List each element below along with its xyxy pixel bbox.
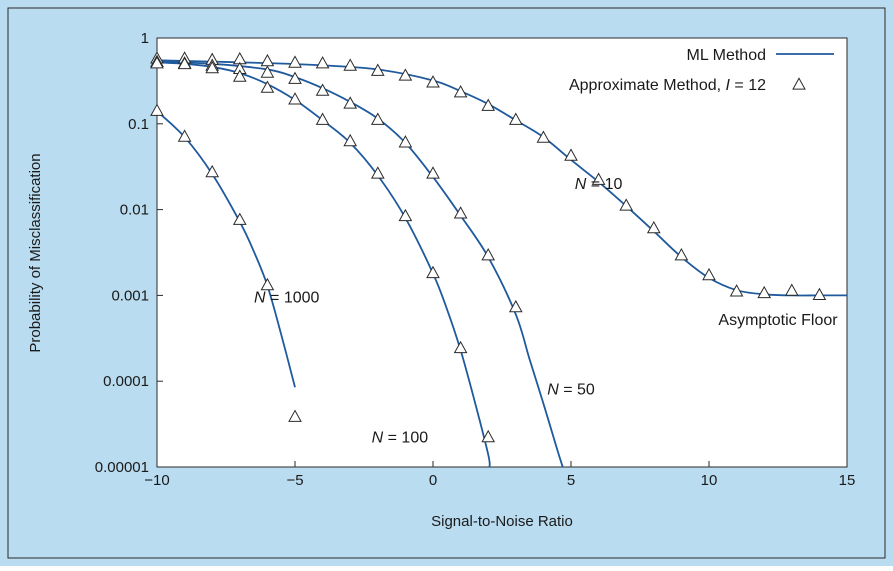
approx-marker	[453, 340, 468, 354]
approx-marker	[288, 92, 302, 105]
legend-triangle-swatch	[792, 77, 806, 90]
x-tick-label: 0	[429, 472, 437, 489]
approx-marker	[398, 68, 413, 81]
approx-marker	[232, 212, 247, 225]
approx-marker	[536, 130, 551, 143]
approx-marker	[619, 198, 634, 211]
approx-marker	[481, 248, 496, 261]
annotations: N = 10 N = 50 N = 100 N = 1000 Asymptotic Fl…	[254, 176, 838, 447]
approx-marker	[370, 166, 385, 179]
approx-marker	[370, 63, 385, 76]
curve-annotation: N = 1000	[254, 290, 319, 307]
curve-annotation: Asymptotic Floor	[718, 312, 838, 329]
legend-label-ml: ML Method	[687, 47, 766, 64]
legend: ML Method Approximate Method, I = 12	[569, 47, 834, 94]
approx-marker	[674, 248, 689, 261]
approx-marker	[205, 60, 220, 74]
ml-curve	[156, 61, 491, 468]
approx-marker	[343, 96, 358, 109]
x-tick-label: 10	[701, 472, 718, 489]
ml-curve	[156, 60, 564, 468]
plot-area	[156, 37, 848, 468]
approx-marker	[150, 103, 164, 116]
approx-marker	[508, 112, 523, 125]
y-axis-label: Probability of Misclassification	[27, 153, 44, 352]
approx-marker	[508, 299, 523, 313]
x-tick-label: 5	[567, 472, 575, 489]
y-tick-label: 0.0001	[103, 373, 149, 390]
approx-marker	[288, 55, 302, 68]
approx-marker	[398, 208, 413, 222]
approx-marker	[646, 220, 661, 234]
approx-marker	[260, 80, 275, 93]
approx-marker	[453, 206, 468, 219]
approx-marker	[453, 85, 468, 98]
approx-marker	[343, 58, 358, 71]
approx-marker	[177, 129, 192, 142]
y-tick-label: 1	[141, 30, 149, 47]
y-tick-label: 0.00001	[95, 459, 149, 476]
approx-marker	[426, 75, 440, 88]
approx-marker	[591, 172, 606, 185]
y-tick-label: 0.001	[111, 287, 149, 304]
approx-marker	[177, 56, 192, 70]
curve-annotation: N = 100	[372, 430, 429, 447]
x-axis-label: Signal-to-Noise Ratio	[431, 513, 573, 530]
approx-marker	[260, 277, 275, 291]
approx-marker	[205, 164, 220, 178]
chart-frame	[7, 7, 886, 559]
y-tick-label: 0.01	[120, 202, 149, 219]
approx-marker	[315, 83, 330, 96]
approx-marker	[481, 98, 496, 111]
x-tick-label: −5	[286, 472, 303, 489]
curve-annotation: N = 10	[575, 176, 623, 193]
approx-marker	[481, 429, 496, 443]
approx-marker	[343, 133, 358, 147]
approx-marker	[564, 148, 578, 161]
x-tick-label: −10	[144, 472, 169, 489]
approx-marker	[260, 65, 275, 78]
axes: −10 −5 0 5 10 15 0.00001 0.0001 0.001 0.01 0.1 1	[95, 30, 856, 489]
approx-marker	[812, 287, 827, 301]
approx-marker	[426, 265, 440, 279]
approx-marker	[315, 56, 330, 69]
approx-marker	[729, 284, 744, 297]
approx-marker	[150, 56, 164, 69]
markers	[150, 51, 827, 443]
y-tick-label: 0.1	[128, 116, 149, 133]
approx-marker	[702, 267, 716, 281]
approx-marker	[232, 69, 247, 82]
legend-label-approx: Approximate Method, I = 12	[569, 77, 766, 94]
approx-marker	[315, 112, 330, 125]
approx-marker	[288, 71, 302, 84]
x-tick-label: 15	[839, 472, 856, 489]
approx-marker	[426, 166, 440, 179]
approx-marker	[370, 112, 385, 125]
approx-marker	[398, 135, 413, 148]
curve-annotation: N = 50	[547, 382, 595, 399]
approx-marker	[288, 409, 302, 422]
approx-marker	[784, 283, 799, 296]
approx-marker	[757, 285, 772, 299]
